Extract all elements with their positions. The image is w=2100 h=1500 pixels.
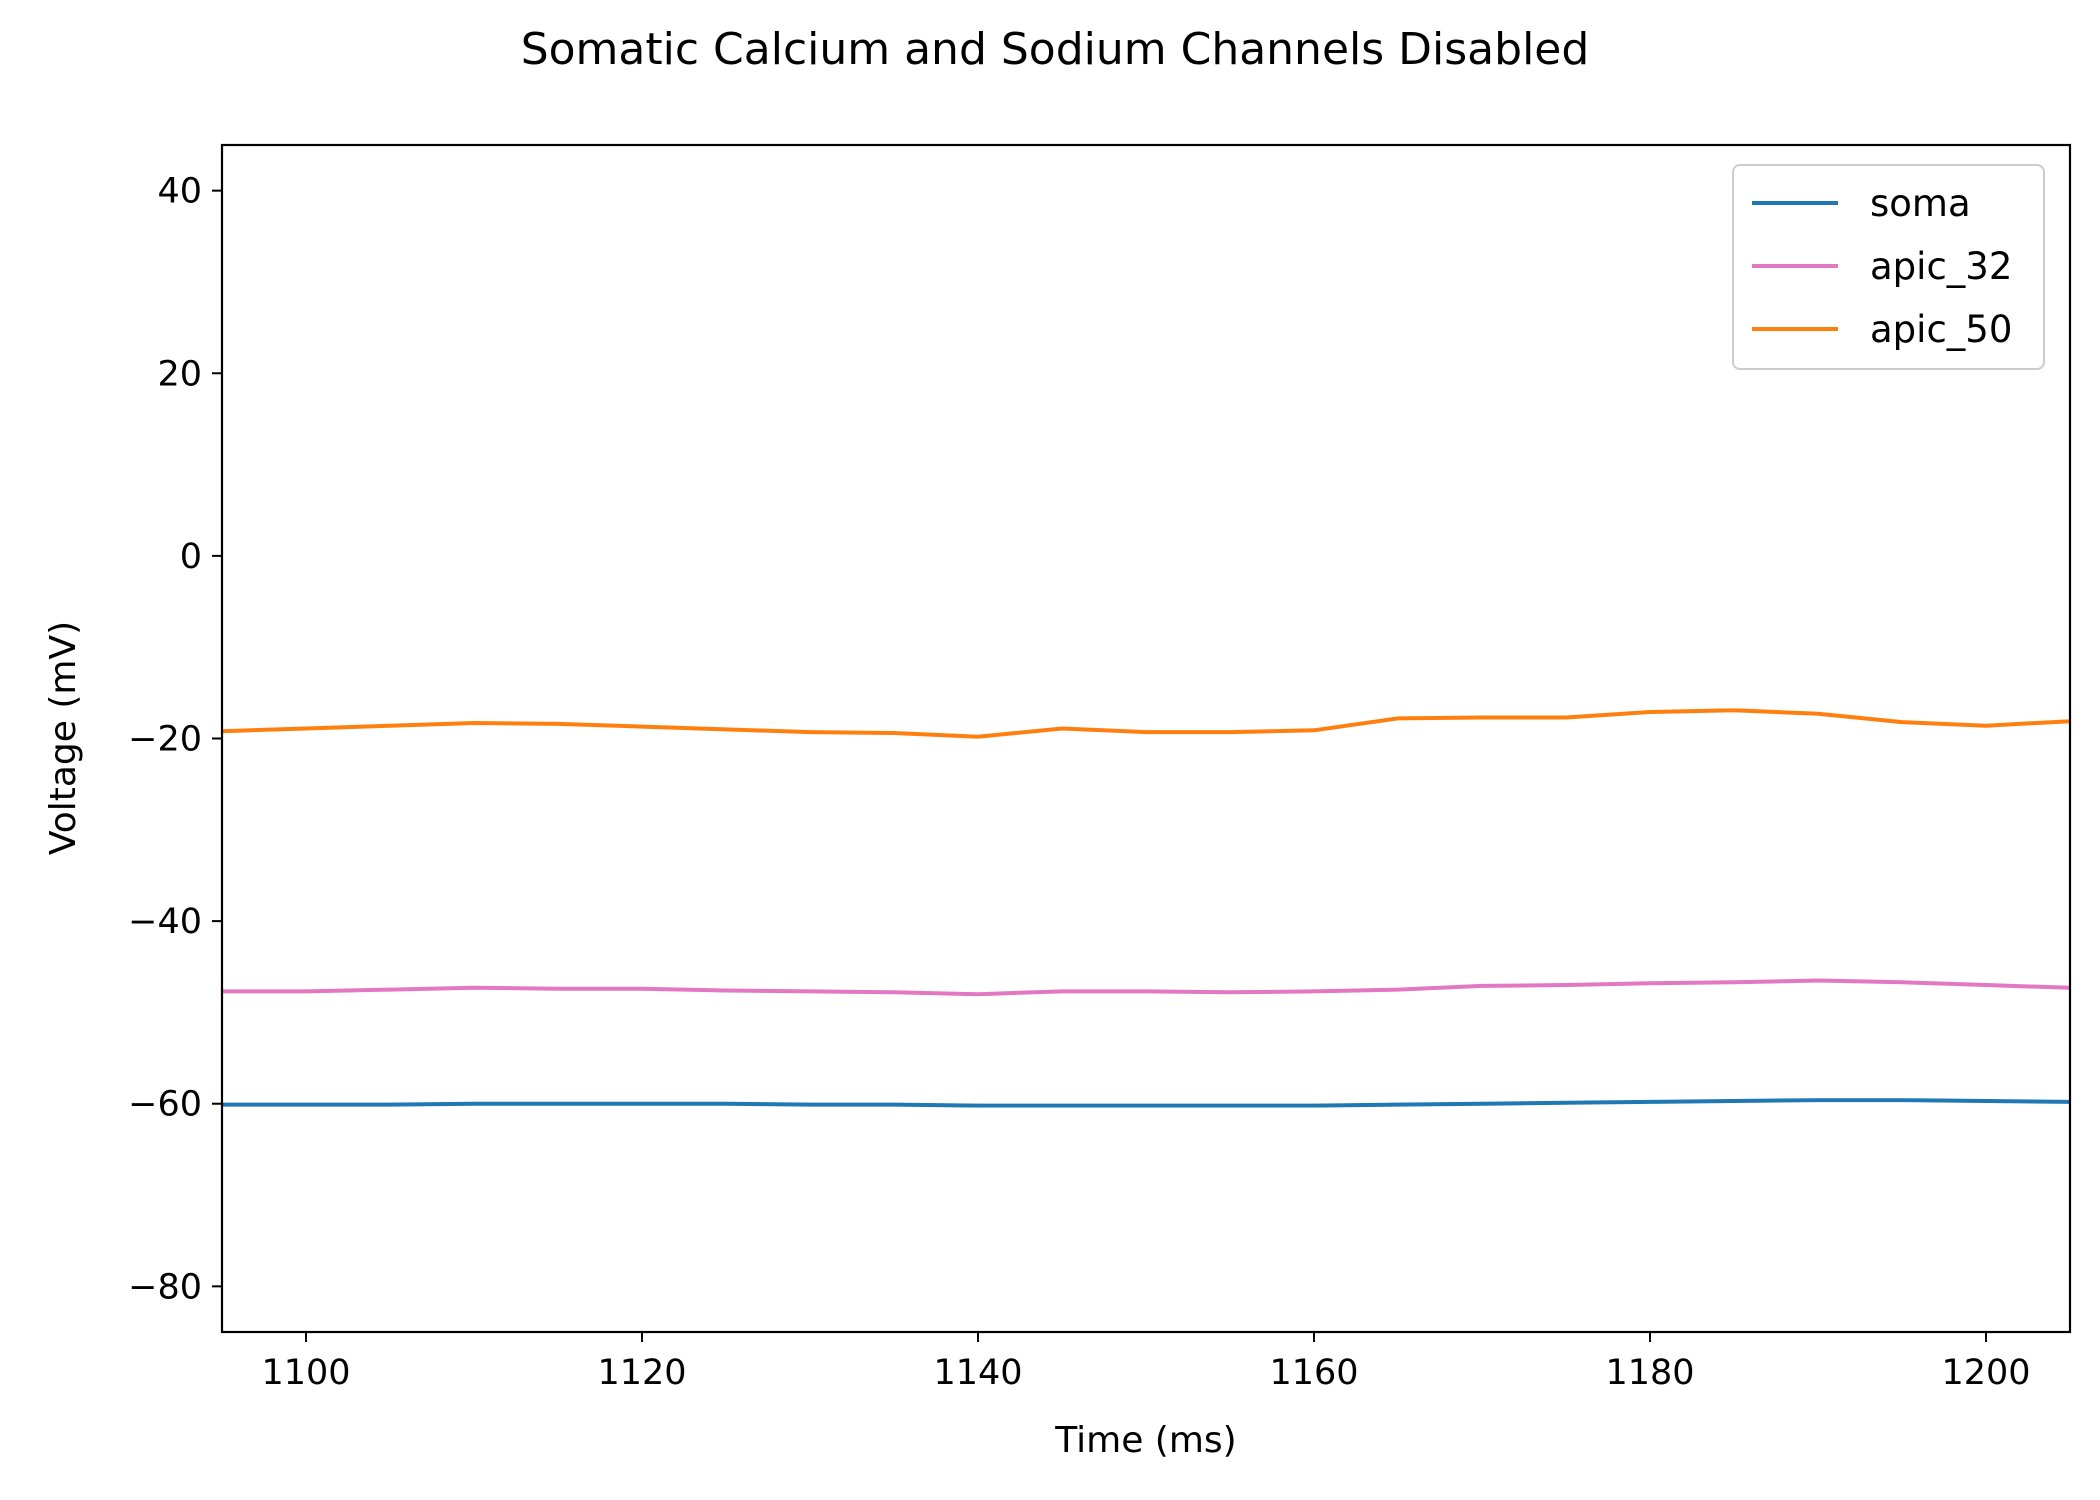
x-tick-label: 1100: [261, 1353, 350, 1393]
series-line-apic_50: [222, 710, 2070, 737]
y-tick-label: −20: [128, 720, 202, 760]
x-axis: 1100 1120 1140 1160 1180 1200: [261, 1332, 2031, 1393]
y-tick-label: −80: [128, 1267, 202, 1307]
series-line-apic_32: [222, 981, 2070, 995]
legend: soma apic_32 apic_50: [1732, 164, 2045, 370]
legend-box: [1732, 164, 2045, 370]
legend-label-apic_50: apic_50: [1870, 308, 2012, 351]
y-tick-label: 20: [157, 354, 202, 394]
x-tick-label: 1160: [1269, 1353, 1358, 1393]
x-tick-label: 1120: [597, 1353, 686, 1393]
x-tick-label: 1200: [1941, 1353, 2030, 1393]
legend-label-apic_32: apic_32: [1870, 245, 2012, 288]
y-tick-label: −60: [128, 1085, 202, 1125]
y-axis-label: Voltage (mV): [43, 621, 84, 855]
y-tick-label: −40: [128, 902, 202, 942]
x-tick-label: 1180: [1605, 1353, 1694, 1393]
x-tick-label: 1140: [933, 1353, 1022, 1393]
legend-label-soma: soma: [1870, 182, 1971, 225]
series-line-soma: [222, 1100, 2070, 1106]
chart-title: Somatic Calcium and Sodium Channels Disa…: [521, 24, 1590, 75]
y-tick-label: 40: [157, 172, 202, 212]
x-axis-label: Time (ms): [1054, 1420, 1236, 1461]
y-tick-label: 0: [180, 537, 202, 577]
y-axis: 40 20 0 −20 −40 −60 −80: [128, 172, 222, 1307]
series-lines: [222, 710, 2070, 1105]
